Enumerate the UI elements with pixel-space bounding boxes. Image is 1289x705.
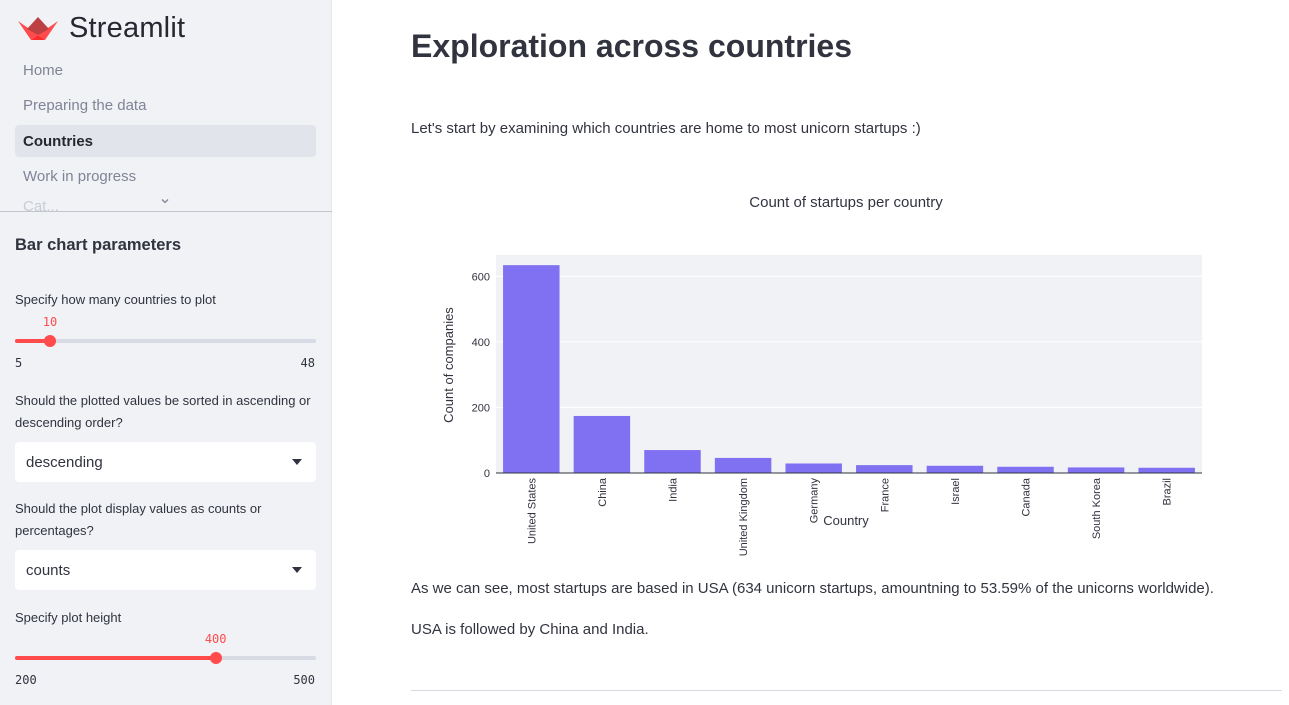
slider-track[interactable] [15, 339, 316, 343]
select-value: descending [26, 453, 103, 471]
slider-fill [15, 656, 216, 660]
page-nav: Home Preparing the data Countries Work i… [15, 54, 316, 196]
nav-item-home[interactable]: Home [15, 54, 316, 86]
slider-max-label: 500 [293, 673, 315, 687]
plot-height-slider[interactable]: 400 [15, 632, 316, 664]
page-title: Exploration across countries [411, 28, 853, 64]
nav-item-partial: Cat... [23, 198, 59, 215]
bar[interactable] [926, 465, 984, 473]
caret-down-icon [292, 567, 302, 573]
params-title: Bar chart parameters [15, 236, 181, 254]
gridlines [496, 275, 1202, 408]
nav-item-label: Countries [23, 132, 94, 150]
nav-item-label: Preparing the data [23, 97, 147, 114]
bar[interactable] [503, 265, 560, 473]
display-select-label: Should the plot display values as counts… [15, 501, 262, 538]
bar[interactable] [573, 415, 631, 473]
streamlit-crown-icon [18, 17, 58, 40]
main-content: Exploration across countries Let's start… [333, 0, 1289, 705]
bar[interactable] [714, 457, 772, 473]
slider-min-label: 200 [15, 673, 37, 687]
followup-text: USA is followed by China and India. [411, 621, 649, 638]
x-tick-label: China [597, 477, 609, 507]
x-tick-label: Canada [1021, 477, 1033, 516]
y-tick-label: 600 [472, 271, 490, 283]
bar-chart[interactable]: Count of startups per country 0 200 400 600… [411, 180, 1282, 570]
bar[interactable] [785, 463, 842, 473]
bars [503, 265, 1195, 473]
countries-slider-label: Specify how many countries to plot [15, 292, 216, 307]
slider-max-label: 48 [300, 356, 315, 370]
select-value: counts [26, 561, 71, 579]
sort-order-select[interactable]: descending [15, 442, 316, 482]
intro-text: Let's start by examining which countries… [411, 120, 921, 137]
x-tick-label: Brazil [1162, 478, 1174, 506]
x-tick-label: United States [526, 478, 538, 545]
slider-fill [15, 339, 50, 343]
y-tick-label: 0 [484, 468, 490, 480]
nav-item-preparing-the-data[interactable]: Preparing the data [15, 90, 316, 122]
slider-min-label: 5 [15, 356, 23, 370]
x-tick-label: France [879, 478, 891, 512]
bar[interactable] [856, 465, 913, 473]
y-tick-labels: 0 200 400 600 [472, 271, 490, 480]
brand[interactable]: Streamlit [17, 12, 185, 44]
nav-item-countries[interactable]: Countries [15, 125, 316, 157]
x-tick-label: Israel [950, 478, 962, 505]
x-tick-labels: United States China India United Kingdom Ger… [526, 477, 1173, 556]
slider-thumb[interactable] [44, 335, 56, 347]
x-tick-label: United Kingdom [738, 478, 750, 556]
caret-down-icon [292, 459, 302, 465]
content-divider [411, 690, 1282, 691]
sidebar-divider [0, 211, 332, 212]
chevron-down-icon[interactable] [159, 195, 171, 207]
slider-value: 400 [204, 632, 227, 646]
countries-slider[interactable]: 10 [15, 315, 316, 347]
nav-item-work-in-progress[interactable]: Work in progress [15, 161, 316, 193]
sort-select-label: Should the plotted values be sorted in a… [15, 393, 311, 430]
x-axis-label: Country [823, 513, 869, 528]
slider-thumb[interactable] [209, 652, 222, 664]
bar[interactable] [1067, 467, 1125, 473]
slider-value: 10 [42, 315, 58, 329]
x-tick-label: India [668, 477, 680, 502]
x-tick-label: South Korea [1091, 477, 1103, 539]
bar[interactable] [997, 466, 1054, 473]
chart-title: Count of startups per country [749, 194, 943, 211]
bar[interactable] [1138, 467, 1195, 473]
height-slider-label: Specify plot height [15, 610, 122, 625]
conclusion-text: As we can see, most startups are based i… [411, 580, 1214, 597]
y-tick-label: 400 [472, 337, 490, 349]
y-axis-label: Count of companies [441, 307, 456, 423]
bar[interactable] [644, 450, 701, 473]
x-tick-label: Germany [809, 478, 821, 524]
sidebar: Streamlit Home Preparing the data Countr… [0, 0, 332, 705]
nav-item-label: Home [23, 61, 64, 79]
nav-item-label: Work in progress [23, 168, 137, 185]
display-mode-select[interactable]: counts [15, 550, 316, 590]
y-tick-label: 200 [472, 402, 490, 414]
brand-name: Streamlit [69, 11, 186, 44]
